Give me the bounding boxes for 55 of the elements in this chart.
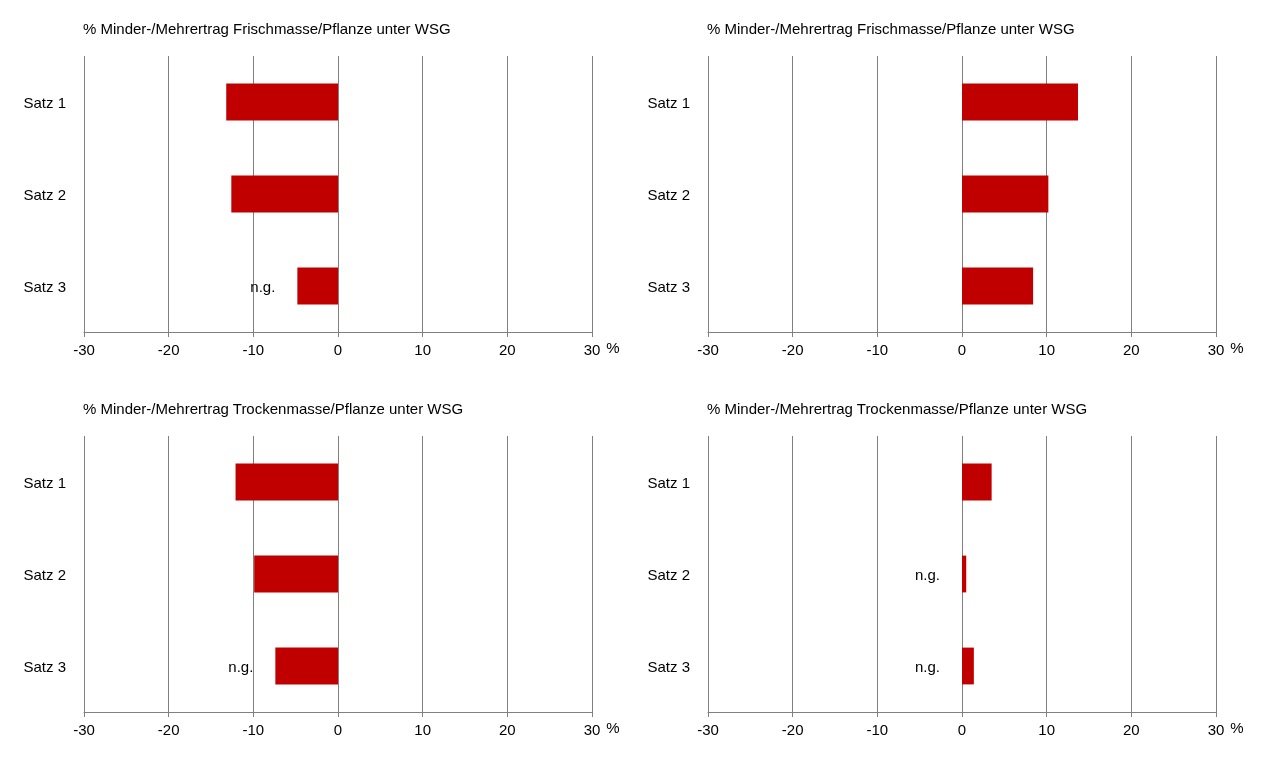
x-tick-label: 20 bbox=[498, 721, 516, 738]
chart-title: % Minder-/Mehrertrag Frischmasse/Pflanze unter WSG bbox=[707, 20, 1075, 37]
x-tick-label: 0 bbox=[957, 721, 967, 738]
y-tick-label: Satz 2 bbox=[647, 185, 690, 203]
x-tick-label: 10 bbox=[1038, 721, 1056, 738]
y-tick-label: Satz 3 bbox=[647, 277, 690, 295]
x-tick-label: 30 bbox=[583, 721, 601, 738]
x-tick-label: 30 bbox=[1207, 341, 1225, 358]
data-label: n.g. bbox=[228, 657, 254, 675]
x-axis-title: % bbox=[606, 719, 620, 736]
x-tick-label: 0 bbox=[333, 721, 343, 738]
chart-title: % Minder-/Mehrertrag Trockenmasse/Pflanze unter WSG bbox=[707, 400, 1088, 417]
x-tick-label: 0 bbox=[957, 341, 967, 358]
x-tick-label: 10 bbox=[414, 721, 432, 738]
x-tick-label: 10 bbox=[414, 341, 432, 358]
y-tick-label: Satz 1 bbox=[23, 473, 66, 491]
chart-title: % Minder-/Mehrertrag Trockenmasse/Pflanze unter WSG bbox=[83, 400, 464, 417]
bar bbox=[962, 555, 967, 593]
x-tick-label: -20 bbox=[157, 341, 180, 358]
y-tick-label: Satz 1 bbox=[647, 93, 690, 111]
y-tick-label: Satz 3 bbox=[23, 657, 66, 675]
y-tick-label: Satz 2 bbox=[23, 565, 66, 583]
bar bbox=[962, 647, 974, 685]
chart-title: % Minder-/Mehrertrag Frischmasse/Pflanze unter WSG bbox=[83, 20, 451, 37]
x-axis-title: % bbox=[1230, 719, 1244, 736]
x-tick-label: -10 bbox=[242, 721, 265, 738]
x-tick-label: -10 bbox=[866, 341, 889, 358]
x-tick-label: -10 bbox=[866, 721, 889, 738]
x-tick-label: -10 bbox=[242, 341, 265, 358]
x-axis-title: % bbox=[606, 339, 620, 356]
y-tick-label: Satz 3 bbox=[23, 277, 66, 295]
y-tick-label: Satz 1 bbox=[647, 473, 690, 491]
data-label: n.g. bbox=[250, 277, 276, 295]
x-axis-title: % bbox=[1230, 339, 1244, 356]
y-tick-label: Satz 3 bbox=[647, 657, 690, 675]
x-tick-label: 30 bbox=[1207, 721, 1225, 738]
x-tick-label: -20 bbox=[781, 341, 804, 358]
y-tick-label: Satz 2 bbox=[647, 565, 690, 583]
x-tick-label: -30 bbox=[697, 721, 719, 738]
data-label: n.g. bbox=[914, 657, 940, 675]
y-tick-label: Satz 2 bbox=[23, 185, 66, 203]
y-tick-label: Satz 1 bbox=[23, 93, 66, 111]
x-tick-label: -20 bbox=[781, 721, 804, 738]
x-tick-label: -30 bbox=[697, 341, 719, 358]
data-label: n.g. bbox=[914, 565, 940, 583]
x-tick-label: -30 bbox=[73, 341, 95, 358]
x-tick-label: -20 bbox=[157, 721, 180, 738]
x-tick-label: 20 bbox=[498, 341, 516, 358]
x-tick-label: 20 bbox=[1122, 721, 1140, 738]
x-tick-label: 20 bbox=[1122, 341, 1140, 358]
bar bbox=[962, 463, 992, 501]
x-tick-label: -30 bbox=[73, 721, 95, 738]
x-tick-label: 30 bbox=[583, 341, 601, 358]
x-tick-label: 0 bbox=[333, 341, 343, 358]
x-tick-label: 10 bbox=[1038, 341, 1056, 358]
